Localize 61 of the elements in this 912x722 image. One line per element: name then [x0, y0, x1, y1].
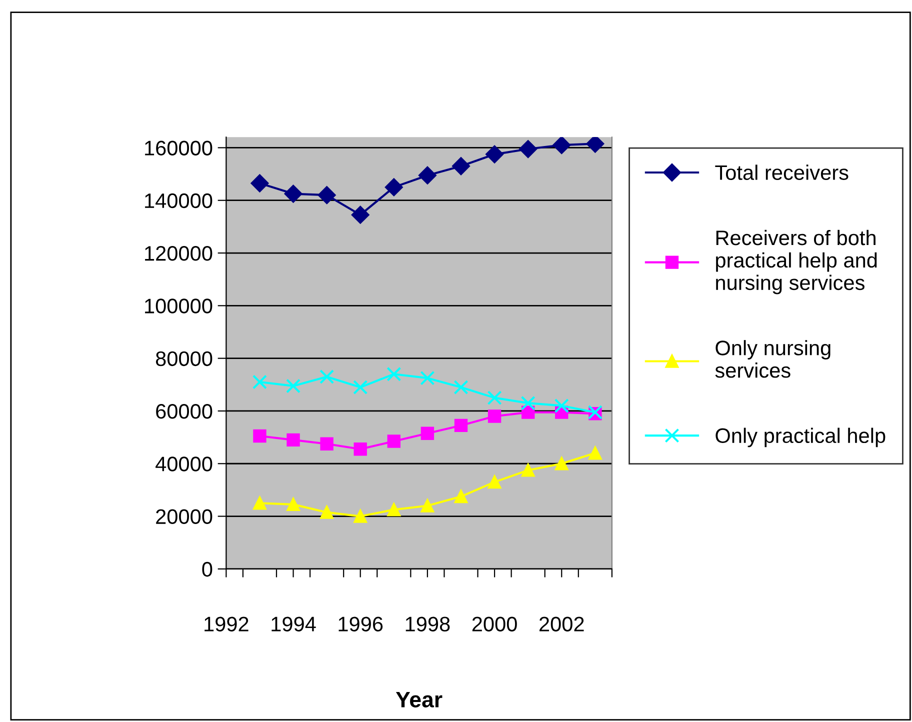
x-tick-label: 1998: [406, 616, 450, 632]
x-tick-label: 2000: [472, 616, 517, 632]
point: [354, 442, 367, 456]
y-tick-label: 80000: [156, 351, 212, 366]
point: [454, 418, 468, 432]
point: [387, 503, 401, 516]
legend-label: Only practical help: [716, 428, 886, 448]
point: [552, 137, 571, 154]
point: [554, 398, 569, 414]
y-tick-label: 100000: [145, 298, 212, 314]
point: [488, 475, 502, 489]
point: [586, 137, 604, 153]
point: [286, 498, 300, 512]
y-tick-label: 0: [202, 562, 212, 577]
point: [588, 446, 602, 460]
point: [387, 434, 401, 448]
point: [418, 166, 436, 184]
point: [555, 457, 568, 470]
point: [487, 390, 502, 406]
point: [520, 396, 536, 410]
point: [286, 378, 301, 394]
point: [253, 429, 266, 443]
point: [454, 380, 468, 395]
point: [386, 366, 402, 382]
point: [252, 374, 268, 390]
x-tick-label: 2002: [540, 616, 584, 632]
point: [320, 506, 334, 519]
point: [420, 426, 434, 440]
point: [521, 406, 535, 419]
point: [519, 140, 537, 158]
point: [320, 369, 334, 384]
point: [452, 157, 470, 176]
point: [318, 186, 336, 204]
point: [420, 499, 434, 512]
point: [420, 370, 435, 386]
point: [486, 145, 504, 164]
point: [253, 496, 266, 510]
point: [284, 184, 302, 203]
legend-label: Total receivers: [715, 164, 848, 180]
point: [521, 464, 535, 477]
y-tick-label: 40000: [156, 456, 212, 472]
x-tick-label: 1996: [338, 616, 383, 632]
point: [286, 433, 300, 447]
point: [488, 410, 502, 423]
y-tick-label: 60000: [156, 404, 212, 419]
y-tick-label: 140000: [145, 193, 212, 208]
x-tick-label: 1994: [272, 616, 316, 632]
point: [385, 178, 403, 196]
point: [320, 437, 334, 450]
point: [351, 206, 370, 224]
point: [353, 380, 368, 395]
x-axis-title: Year: [396, 692, 442, 708]
y-tick-label: 120000: [145, 246, 212, 261]
y-tick-label: 20000: [156, 509, 212, 524]
legend-label: Only nursing services: [715, 340, 830, 378]
point: [354, 510, 367, 523]
x-tick-label: 1992: [204, 616, 248, 632]
y-tick-label: 160000: [145, 140, 212, 156]
point: [250, 174, 269, 192]
legend-label: Receivers of both practical help and nursing services: [716, 230, 877, 294]
point: [454, 490, 468, 504]
